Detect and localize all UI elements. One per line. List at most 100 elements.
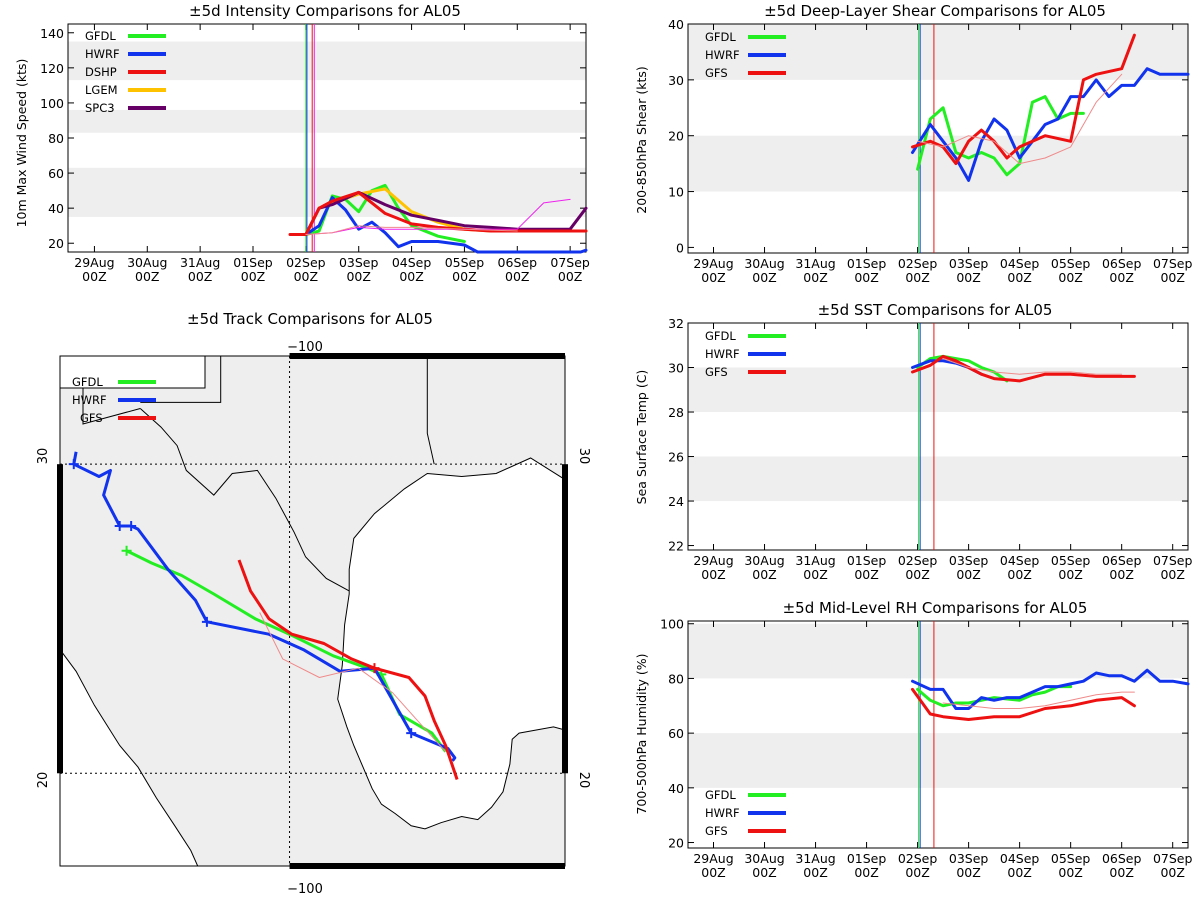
sst-series-gfs-thin xyxy=(942,358,1123,375)
track-lat-label-20: 20 xyxy=(36,772,51,789)
intensity-title: ±5d Intensity Comparisons for AL05 xyxy=(189,2,461,20)
shear-x-tick-hour: 00Z xyxy=(752,270,776,285)
intensity-legend-label: LGEM xyxy=(85,83,118,97)
rh-x-tick-hour: 00Z xyxy=(1160,865,1184,880)
shear-y-tick-label: 20 xyxy=(668,129,684,144)
track-legend-label: GFS xyxy=(80,411,103,425)
track-position-marker xyxy=(406,728,417,739)
sst-legend-label: HWRF xyxy=(705,347,740,361)
shear-x-tick-date: 07Sep xyxy=(1153,256,1193,271)
shear-x-tick-hour: 00Z xyxy=(905,270,929,285)
sst-legend-label: GFS xyxy=(705,365,728,379)
rh-x-tick-date: 01Sep xyxy=(847,851,887,866)
intensity-legend-label: SPC3 xyxy=(85,101,115,115)
rh-x-tick-date: 03Sep xyxy=(949,851,989,866)
shear-x-tick-date: 01Sep xyxy=(847,256,887,271)
rh-x-tick-date: 30Aug xyxy=(744,851,784,866)
rh-legend-label: GFS xyxy=(705,824,728,838)
rh-panel: ±5d Mid-Level RH Comparisons for AL05 70… xyxy=(634,599,1192,880)
intensity-legend-label: DSHP xyxy=(85,65,117,79)
intensity-x-tick-hour: 00Z xyxy=(294,269,318,284)
rh-series-hwrf xyxy=(911,668,1190,710)
track-lat-label-30-right: 30 xyxy=(576,448,591,465)
sst-x-tick-date: 01Sep xyxy=(847,553,887,568)
rh-x-tick-hour: 00Z xyxy=(1109,865,1133,880)
map-frame-segment-bottom xyxy=(289,863,565,869)
rh-x-tick-hour: 00Z xyxy=(905,865,929,880)
rh-x-tick-date: 04Sep xyxy=(1000,851,1040,866)
intensity-x-tick-hour: 00Z xyxy=(241,269,265,284)
map-border-texas-nm xyxy=(140,356,222,403)
intensity-series-hwrf xyxy=(304,196,588,254)
map-border-rio-grande xyxy=(139,408,350,592)
shear-legend-label: GFS xyxy=(705,66,728,80)
intensity-x-tick-hour: 00Z xyxy=(558,269,582,284)
sst-band xyxy=(688,456,1188,502)
shear-series-gfdl xyxy=(916,95,1085,177)
sst-x-tick-date: 31Aug xyxy=(795,553,835,568)
track-lon-label-bottom: −100 xyxy=(287,882,323,897)
map-frame-segment-right xyxy=(562,464,568,774)
intensity-x-tick-hour: 00Z xyxy=(505,269,529,284)
intensity-series-dshp xyxy=(288,190,588,236)
rh-y-tick-label: 60 xyxy=(668,726,684,741)
intensity-x-tick-hour: 00Z xyxy=(346,269,370,284)
rh-y-label: 700-500hPa Humidity (%) xyxy=(634,653,649,814)
sst-x-tick-date: 06Sep xyxy=(1102,553,1142,568)
rh-y-tick-label: 20 xyxy=(668,836,684,851)
rh-x-tick-hour: 00Z xyxy=(752,865,776,880)
sst-plot-frame xyxy=(687,322,1189,551)
shear-x-tick-date: 03Sep xyxy=(949,256,989,271)
track-lat-label-30: 30 xyxy=(36,448,51,465)
shear-x-tick-hour: 00Z xyxy=(956,270,980,285)
intensity-x-tick-date: 05Sep xyxy=(445,255,485,270)
sst-x-tick-date: 04Sep xyxy=(1000,553,1040,568)
intensity-series-gfs-thin xyxy=(305,225,518,235)
sst-y-tick-label: 24 xyxy=(668,494,684,509)
intensity-legend-label: HWRF xyxy=(85,47,120,61)
sst-y-tick-label: 32 xyxy=(668,316,684,331)
track-position-marker xyxy=(121,545,132,556)
sst-y-tick-label: 30 xyxy=(668,361,684,376)
rh-x-tick-date: 29Aug xyxy=(693,851,733,866)
rh-band xyxy=(688,623,1188,679)
sst-x-tick-date: 30Aug xyxy=(744,553,784,568)
sst-x-tick-hour: 00Z xyxy=(956,567,980,582)
intensity-x-tick-date: 07Sep xyxy=(550,255,590,270)
shear-x-tick-date: 31Aug xyxy=(795,256,835,271)
intensity-x-tick-date: 01Sep xyxy=(233,255,273,270)
sst-title: ±5d SST Comparisons for AL05 xyxy=(818,301,1053,319)
intensity-panel: ±5d Intensity Comparisons for AL05 10m M… xyxy=(14,2,590,284)
rh-legend-label: GFDL xyxy=(705,788,736,802)
intensity-x-tick-hour: 00Z xyxy=(188,269,212,284)
intensity-legend-label: GFDL xyxy=(85,29,116,43)
rh-x-tick-hour: 00Z xyxy=(803,865,827,880)
shear-x-tick-hour: 00Z xyxy=(803,270,827,285)
sst-x-tick-hour: 00Z xyxy=(905,567,929,582)
sst-y-tick-label: 22 xyxy=(668,539,684,554)
shear-panel: ±5d Deep-Layer Shear Comparisons for AL0… xyxy=(634,2,1192,285)
rh-x-tick-date: 02Sep xyxy=(898,851,938,866)
intensity-x-tick-date: 03Sep xyxy=(339,255,379,270)
track-gfs-thin xyxy=(259,612,446,752)
track-lat-label-20-right: 20 xyxy=(576,772,591,789)
map-frame-segment-left xyxy=(57,464,63,774)
intensity-x-tick-date: 04Sep xyxy=(392,255,432,270)
track-legend-label: HWRF xyxy=(72,393,107,407)
intensity-y-label: 10m Max Wind Speed (kts) xyxy=(14,59,29,228)
shear-x-tick-date: 05Sep xyxy=(1051,256,1091,271)
intensity-x-tick-date: 02Sep xyxy=(286,255,326,270)
intensity-x-tick-date: 30Aug xyxy=(127,255,167,270)
sst-x-tick-date: 07Sep xyxy=(1153,553,1193,568)
shear-y-tick-label: 10 xyxy=(668,185,684,200)
track-gfs xyxy=(237,559,459,780)
intensity-y-tick-label: 60 xyxy=(48,166,64,181)
intensity-y-tick-label: 40 xyxy=(48,201,64,216)
shear-legend-label: GFDL xyxy=(705,30,736,44)
intensity-x-tick-hour: 00Z xyxy=(135,269,159,284)
rh-y-tick-label: 80 xyxy=(668,671,684,686)
intensity-x-tick-hour: 00Z xyxy=(399,269,423,284)
shear-series-gfs xyxy=(911,33,1136,166)
intensity-x-tick-hour: 00Z xyxy=(452,269,476,284)
rh-x-tick-hour: 00Z xyxy=(701,865,725,880)
